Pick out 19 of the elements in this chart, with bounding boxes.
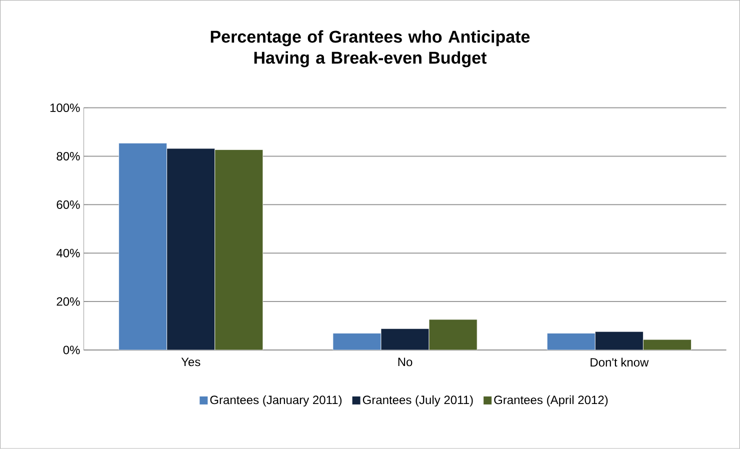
x-tick-label: Yes — [181, 358, 200, 366]
bar — [643, 339, 692, 350]
y-tick-label: 80% — [56, 152, 80, 161]
chart-title: Percentage of Grantees who Anticipate Having a Break-even Budget — [210, 30, 530, 68]
x-tick-label: Don't know — [590, 358, 649, 367]
x-tick-label: No — [398, 358, 412, 366]
y-tick-label: 0% — [63, 346, 80, 354]
bar — [166, 148, 216, 350]
bar — [428, 319, 478, 350]
legend-label: Grantees (July 2011) — [362, 395, 473, 407]
bar — [214, 150, 264, 350]
legend-label: Grantees (April 2012) — [494, 395, 608, 407]
y-tick-label: 40% — [56, 248, 80, 258]
y-tick-label: 100% — [50, 104, 80, 112]
bar — [594, 331, 644, 350]
y-tick-label: 20% — [56, 297, 80, 306]
legend-label: Grantees (January 2011) — [210, 395, 342, 407]
y-tick-label: 60% — [56, 200, 80, 210]
bar — [380, 328, 430, 350]
